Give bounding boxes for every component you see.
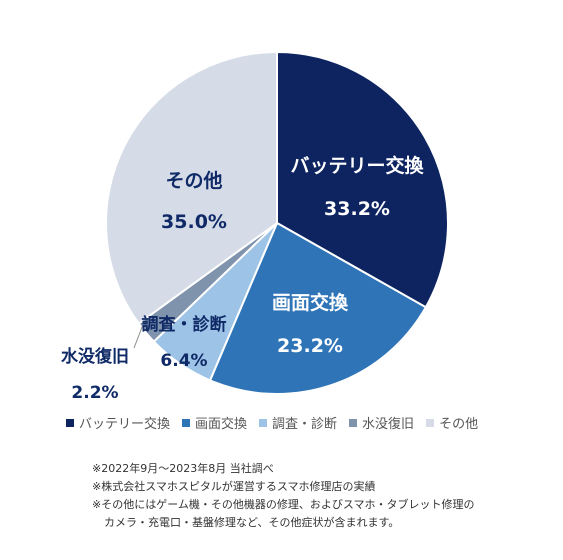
- legend-item-other: その他: [426, 413, 478, 432]
- legend-label: 水没復旧: [362, 417, 415, 432]
- legend-label: その他: [439, 417, 479, 432]
- legend-swatch: [426, 418, 435, 427]
- footnote-other-definition: ※その他にはゲーム機・その他機器の修理、およびスマホ・タブレット修理の: [92, 498, 475, 511]
- legend-swatch: [349, 418, 358, 427]
- slice-label-battery-name: バッテリー交換: [290, 154, 424, 177]
- legend-label: 調査・診断: [272, 417, 338, 432]
- legend-swatch: [259, 418, 268, 427]
- footnote-other-definition-cont: カメラ・充電口・基盤修理など、その他症状が含まれます。: [104, 516, 400, 529]
- legend: バッテリー交換 画面交換 調査・診断 水没復旧 その他: [66, 413, 478, 432]
- slice-label-other-name: その他: [165, 169, 222, 192]
- slice-label-other-value: 35.0%: [161, 211, 227, 233]
- slice-label-water-value: 2.2%: [71, 383, 118, 403]
- legend-item-battery: バッテリー交換: [66, 413, 170, 432]
- slice-label-water-name: 水没復旧: [61, 346, 129, 367]
- slice-other: [105, 50, 278, 325]
- water-leader-line: [133, 321, 145, 349]
- legend-item-diagnosis: 調査・診断: [259, 413, 337, 432]
- footnote-period: ※2022年9月～2023年8月 当社調べ: [92, 462, 274, 475]
- slice-label-diagnosis-name: 調査・診断: [142, 314, 227, 335]
- footnote-source: ※株式会社スマホスピタルが運営するスマホ修理店の実績: [92, 480, 376, 493]
- legend-swatch: [182, 418, 191, 427]
- legend-item-screen: 画面交換: [182, 413, 247, 432]
- slice-label-screen-value: 23.2%: [277, 335, 343, 357]
- slice-label-battery-value: 33.2%: [324, 198, 390, 220]
- slice-screen: [208, 221, 428, 395]
- pie-slices: [105, 50, 449, 395]
- legend-item-water: 水没復旧: [349, 413, 414, 432]
- slice-battery: [276, 50, 449, 309]
- pie-chart: バッテリー交換 33.2% 画面交換 23.2% 調査・診断 6.4% 水没復旧…: [61, 50, 449, 403]
- legend-label: バッテリー交換: [79, 417, 171, 432]
- legend-swatch: [66, 418, 74, 427]
- slice-label-screen-name: 画面交換: [272, 291, 349, 314]
- legend-label: 画面交換: [195, 417, 248, 432]
- slice-label-diagnosis-value: 6.4%: [160, 351, 207, 371]
- footnotes: ※2022年9月～2023年8月 当社調べ ※株式会社スマホスピタルが運営するス…: [92, 460, 475, 532]
